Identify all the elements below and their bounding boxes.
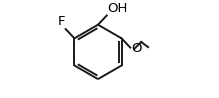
Text: F: F: [57, 15, 65, 28]
Text: OH: OH: [107, 2, 128, 15]
Text: O: O: [131, 42, 141, 55]
